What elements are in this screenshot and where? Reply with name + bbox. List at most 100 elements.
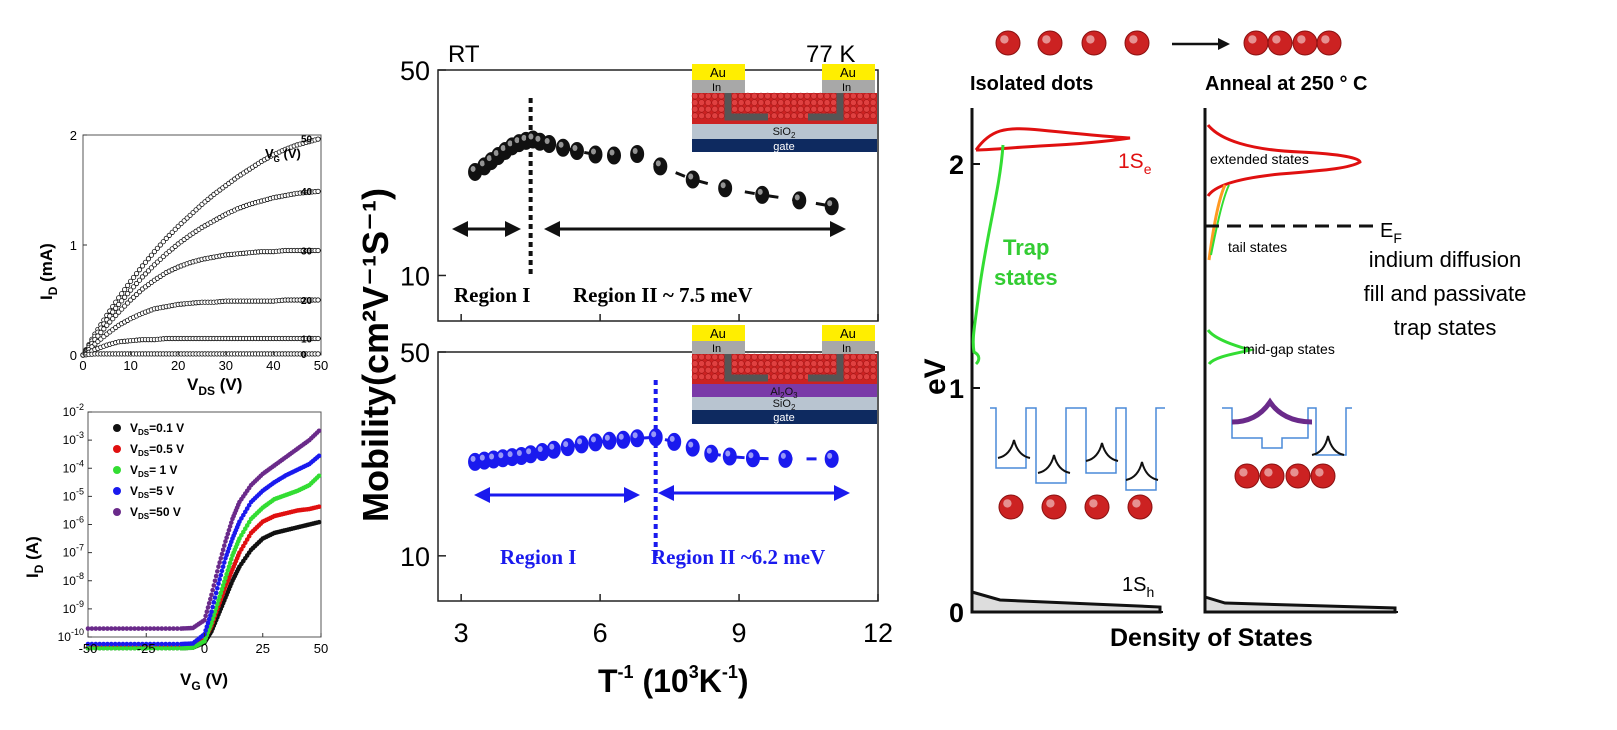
qd-dot (797, 105, 804, 113)
qd-dot (711, 366, 719, 374)
dos-midgap-label: mid-gap states (1243, 341, 1335, 357)
output-data-point (98, 329, 104, 336)
qd-dot (751, 366, 758, 374)
quantum-dot (1124, 30, 1150, 56)
dos-ylabel: eV (919, 358, 952, 395)
transfer-data-point (206, 616, 212, 622)
mobility-point-highlight (470, 165, 476, 172)
transfer-data-point (159, 645, 165, 651)
transfer-data-point (210, 604, 215, 610)
mobility-point-highlight (500, 145, 506, 152)
transfer-data-point (205, 605, 211, 610)
transfer-data-point (112, 626, 118, 631)
mobility-point-highlight (725, 450, 731, 457)
x-tick-label: 6 (593, 618, 608, 648)
qd-dot (817, 92, 824, 100)
qd-dot (823, 92, 831, 100)
transfer-data-point (217, 594, 222, 599)
sio2-layer (692, 124, 877, 139)
mobility-data-point (648, 428, 663, 447)
qd-dot (803, 99, 811, 106)
y-tick-label: 10-4 (63, 458, 84, 475)
legend-marker (113, 508, 121, 516)
transfer-data-point (213, 605, 219, 611)
qd-dot (718, 105, 725, 113)
au-label-left: Au (710, 65, 726, 80)
mobility-point-highlight (590, 148, 596, 155)
transfer-data-point (140, 645, 145, 651)
dos-note-line-3: trap states (1394, 315, 1497, 340)
qd-dot (770, 373, 778, 381)
transfer-data-point (93, 641, 99, 647)
y-tick-label: 1 (70, 238, 77, 253)
qd-dot (698, 366, 705, 374)
transfer-data-point (226, 564, 232, 569)
transfer-data-point (216, 598, 221, 603)
transfer-data-point (220, 564, 226, 569)
mobility-data-point (630, 429, 645, 448)
transfer-data-point (222, 560, 227, 565)
qd-dot (830, 99, 837, 106)
output-series-label: 30 (301, 247, 313, 258)
qd-dot (764, 92, 771, 100)
y-tick-label: 10-9 (63, 599, 84, 616)
arrow-head (658, 485, 674, 501)
qd-dot (797, 353, 804, 361)
y-tick-label: 10-5 (63, 486, 84, 503)
x-tick-label: 0 (201, 641, 208, 656)
transfer-data-point (85, 626, 91, 631)
dos-note-line-1: indium diffusion (1369, 247, 1521, 272)
mobility-data-point (824, 449, 839, 468)
legend-marker (113, 487, 121, 495)
transfer-data-point (120, 626, 126, 631)
mobility-point-highlight (572, 145, 578, 152)
qd-dot (863, 360, 870, 367)
qd-dot (790, 366, 798, 374)
quantum-dot (1041, 494, 1067, 520)
output-data-point (315, 297, 321, 303)
transfer-data-point (147, 626, 153, 631)
mobility-data-point (630, 144, 645, 163)
output-data-point (315, 351, 321, 357)
device-inset-al2o3: Al2O3 SiO2 gate Au In Au In (691, 325, 877, 424)
output-data-point (122, 303, 128, 309)
transfer-data-point (101, 641, 106, 647)
mobility-point-highlight (479, 160, 485, 167)
y-tick-label: 0 (70, 348, 77, 363)
qd-dot (691, 99, 699, 106)
qd-dot (810, 92, 818, 100)
qd-dot (698, 360, 705, 367)
qd-dot (777, 99, 785, 106)
indium-diffusion-left (724, 93, 768, 121)
qd-dot (784, 353, 791, 361)
mobility-point-highlight (470, 455, 476, 462)
mobility-point-highlight (577, 438, 583, 445)
mobility-data-point (574, 435, 589, 454)
transfer-data-point (143, 645, 149, 651)
gate-layer (692, 139, 877, 152)
y-tick-label: 10-2 (63, 402, 84, 419)
transfer-data-point (203, 613, 208, 619)
mobility-point-highlight (563, 441, 569, 448)
qd-dot (744, 99, 752, 106)
dos-tail-label: tail states (1228, 239, 1287, 255)
quantum-dot-highlight (1264, 468, 1273, 477)
arrow-head (544, 221, 560, 237)
output-series-label: 0 (301, 350, 307, 361)
transfer-ylabel: ID (A) (23, 536, 46, 578)
transfer-data-point (116, 626, 122, 631)
mobility-point-highlight (688, 441, 694, 448)
qd-dot (843, 366, 851, 374)
qd-dot (863, 112, 870, 120)
transfer-data-point (124, 626, 130, 631)
output-data-point (125, 300, 131, 306)
transfer-data-point (128, 641, 134, 647)
qd-dot (784, 99, 791, 106)
output-data-point (169, 229, 175, 235)
x-tick-label: 3 (454, 618, 469, 648)
transfer-data-point (227, 524, 233, 529)
qd-dot (810, 366, 818, 374)
qd-dot (869, 373, 877, 381)
transfer-data-point (167, 641, 172, 647)
